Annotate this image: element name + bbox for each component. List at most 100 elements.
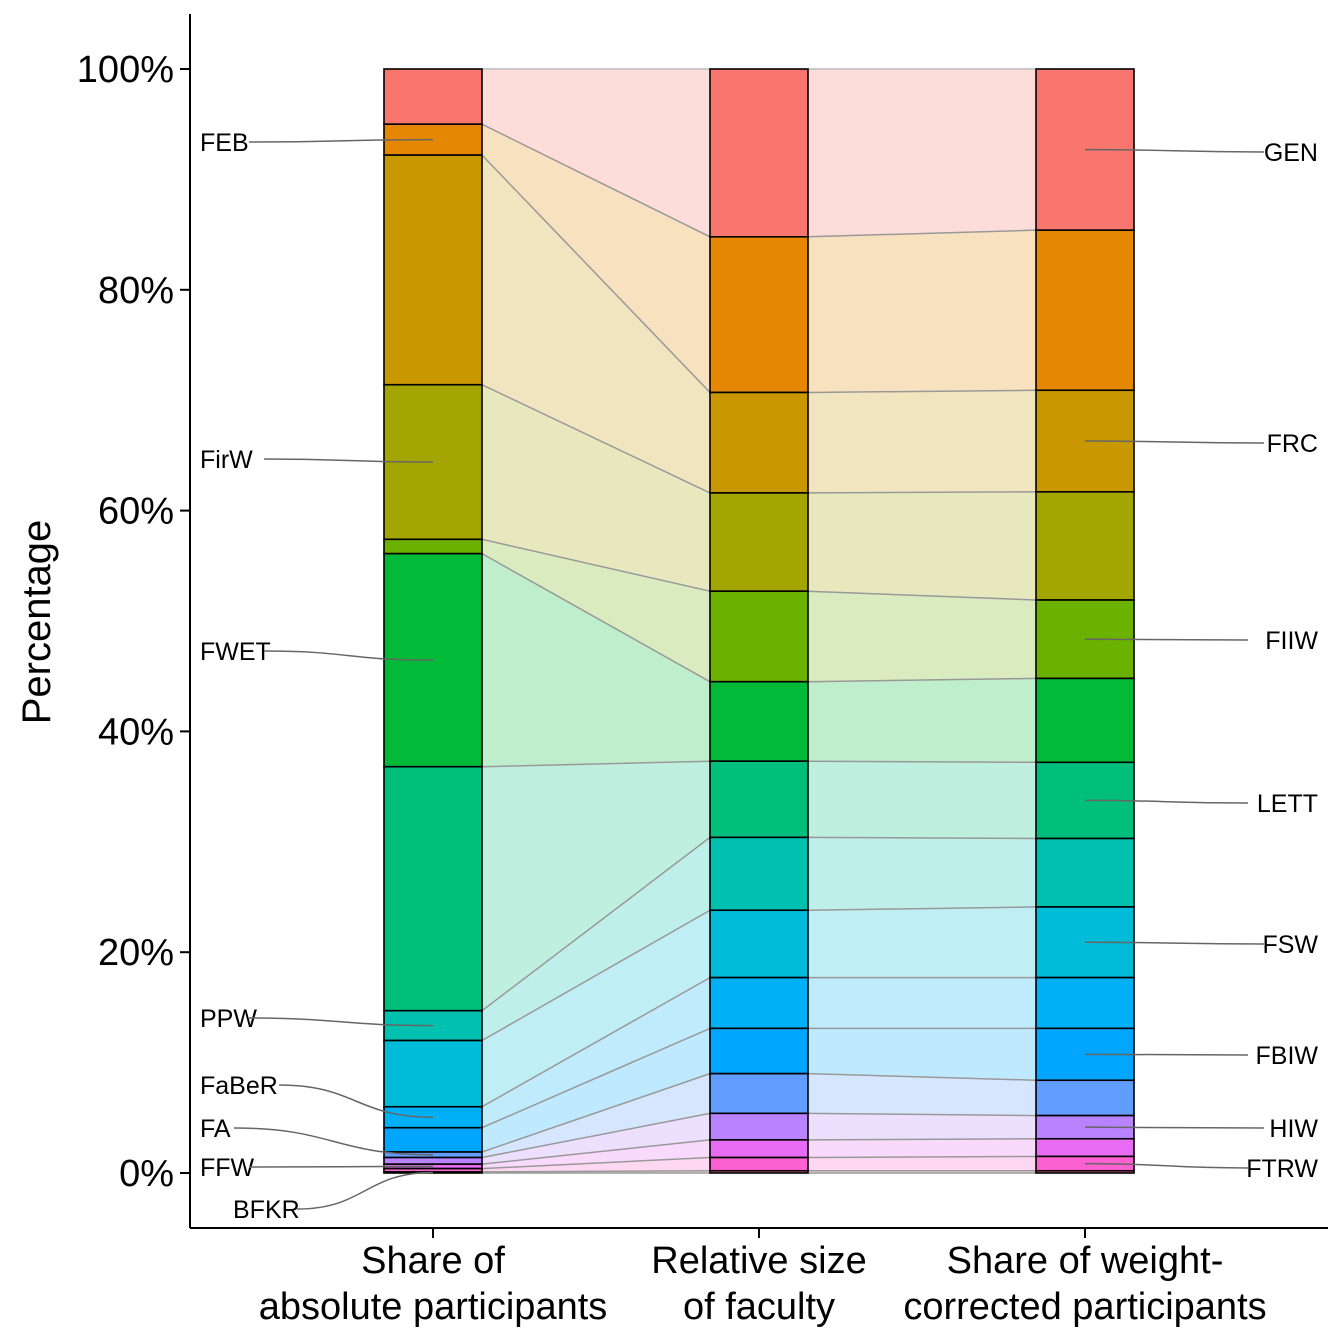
y-tick-label: 20% [98,932,174,974]
flow-border-gen-1 [807,229,1037,238]
flow-ftrw-1 [808,1156,1036,1171]
label-gen: GEN [1264,139,1318,167]
leader-ftrw [1084,1162,1249,1169]
bar-segment-frc-0 [383,154,483,386]
leader-faber [278,1084,434,1118]
flow-firw-0 [482,384,710,592]
x-tick-label: of faculty [683,1286,835,1328]
flow-border-faber-0 [481,1027,711,1129]
flow-feb-1 [808,230,1036,393]
bar-segment-feb-1 [709,236,809,394]
bar-segment-firw-1 [709,492,809,592]
flow-border-lett-1 [807,836,1037,840]
bar-segment-fiiw-1 [709,590,809,683]
leader-feb [248,138,434,143]
bar-segment-ppw-2 [1035,837,1135,908]
x-tick-label: Relative size [651,1240,866,1282]
leader-fbiw [1084,1053,1249,1056]
bar-segment-fiiw-0 [383,538,483,555]
bar-segment-faber-1 [709,976,809,1030]
x-tick-label: absolute participants [259,1286,608,1328]
flow-fbiw-0 [482,1028,710,1153]
leader-ppw [248,1017,434,1027]
bar-segment-fa-2 [1035,1079,1135,1117]
flow-border-ffw-0 [481,1156,711,1170]
leader-hiw [1084,1126,1265,1129]
bar-segment-ffw-2 [1035,1137,1135,1158]
flow-ppw-0 [482,837,710,1041]
y-tick-label: 60% [98,491,174,533]
leader-fa [233,1127,434,1156]
flow-gen-0 [482,69,710,237]
flow-border-fiiw-1 [807,677,1037,683]
flow-hiw-1 [808,1113,1036,1140]
label-feb: FEB [200,129,249,157]
label-frc: FRC [1267,430,1318,458]
bar-segment-feb-2 [1035,229,1135,392]
leader-bfkr [296,1171,434,1210]
flow-border-fbiw-0 [481,1072,711,1153]
y-tick-label: 100% [77,49,174,91]
bar-segment-frc-1 [709,391,809,494]
flow-fiiw-0 [482,539,710,682]
flow-border-ftrw-0 [481,1170,711,1173]
stacked-bars [383,68,1135,1174]
flow-border-fa-0 [481,1112,711,1159]
label-bfkr: BFKR [233,1196,300,1224]
y-tick-label: 0% [119,1153,174,1195]
flow-gen-1 [808,69,1036,237]
bar-segment-bfkr-1 [709,1169,809,1174]
label-faber: FaBeR [200,1072,278,1100]
flow-fa-1 [808,1073,1036,1116]
flow-fsw-1 [808,906,1036,978]
bar-segment-lett-1 [709,760,809,839]
flow-fiiw-1 [808,591,1036,682]
bar-segment-gen-0 [383,68,483,126]
bar-segment-fsw-1 [709,909,809,979]
flow-border-fwet-1 [807,760,1037,764]
leader-gen [1084,148,1265,153]
label-fa: FA [200,1115,231,1143]
bar-segment-fwet-2 [1035,677,1135,764]
x-tick-label: corrected participants [903,1286,1266,1328]
flow-border-feb-1 [807,389,1037,394]
bar-segment-ffw-1 [709,1139,809,1159]
bar-segment-faber-2 [1035,976,1135,1030]
bar-segment-gen-1 [709,68,809,238]
leader-ffw [248,1165,434,1168]
bar-segment-fbiw-1 [709,1027,809,1075]
bar-segment-hiw-0 [383,1156,483,1165]
flow-border-lett-0 [481,836,711,1012]
flow-fa-0 [482,1073,710,1158]
flow-borders [481,68,1037,1174]
stratum-labels: FEB FirW FWET PPW FaBeR FA FFW BFKR GEN FRC FIIW LE… [200,129,1318,1224]
leader-lett [1084,799,1249,804]
flow-border-firw-0 [481,538,711,592]
flow-border-frc-0 [481,384,711,494]
flow-border-fiiw-0 [481,553,711,683]
label-ppw: PPW [200,1005,257,1033]
flow-border-firw-1 [807,590,1037,601]
flow-frc-0 [482,155,710,493]
flow-hiw-0 [482,1113,710,1165]
x-tick-label: Share of [361,1240,505,1282]
flow-frc-1 [808,390,1036,493]
bar-segment-fa-1 [709,1072,809,1115]
flow-border-feb-0 [481,154,711,393]
flow-lett-1 [808,761,1036,839]
flow-border-ffw-1 [807,1155,1037,1159]
label-fsw: FSW [1262,931,1318,959]
bar-segment-hiw-1 [709,1112,809,1141]
label-fiiw: FIIW [1265,627,1318,655]
flow-border-ppw-1 [807,906,1037,911]
leader-frc [1084,440,1265,444]
bar-segment-fwet-1 [709,680,809,763]
label-firw: FirW [200,446,253,474]
leader-fsw [1084,941,1265,945]
flow-feb-0 [482,124,710,393]
flow-fwet-1 [808,678,1036,763]
flow-ftrw-0 [482,1157,710,1172]
flow-ffw-0 [482,1139,710,1169]
